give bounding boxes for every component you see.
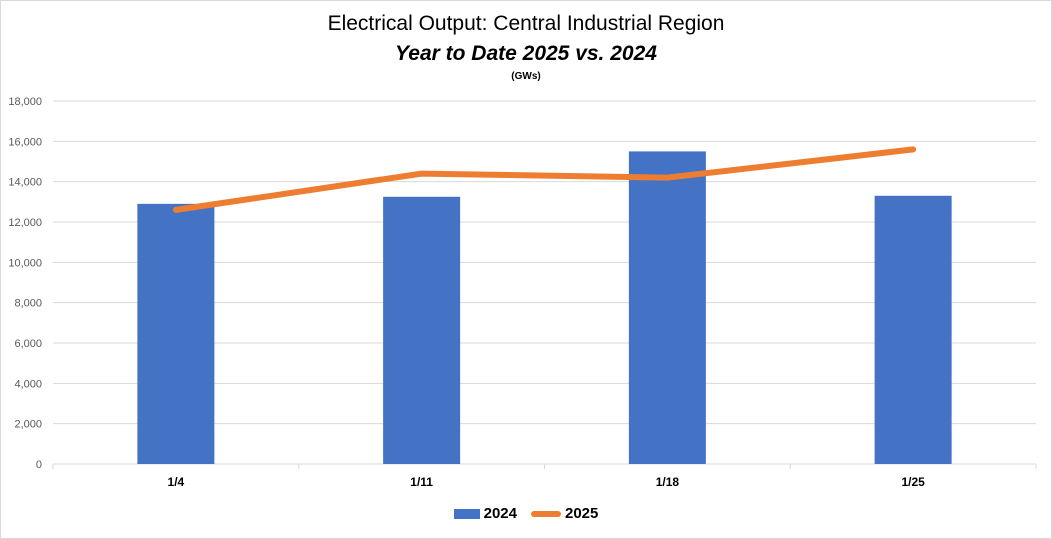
bar-2024-1-18 <box>628 151 706 464</box>
legend-label-2024: 2024 <box>483 505 517 522</box>
legend-item-2024: 2024 <box>453 505 517 522</box>
y-tick-label: 10,000 <box>8 257 42 269</box>
y-tick-label: 18,000 <box>8 96 42 108</box>
chart-title: Electrical Output: Central Industrial Re… <box>327 12 725 35</box>
chart-subtitle: Year to Date 2025 vs. 2024 <box>395 42 657 65</box>
chart-unit-label: (GWs) <box>511 71 541 82</box>
legend-swatch-2024 <box>453 508 480 519</box>
legend-item-2025: 2025 <box>531 505 598 522</box>
y-tick-label: 2,000 <box>14 419 42 431</box>
y-tick-label: 4,000 <box>14 378 42 390</box>
x-tick-label: 1/4 <box>168 475 185 489</box>
legend-label-2025: 2025 <box>565 505 599 522</box>
legend-swatch-2025 <box>531 510 561 517</box>
x-tick-label: 1/11 <box>410 475 433 489</box>
y-tick-label: 8,000 <box>14 298 42 310</box>
bar-2024-1-4 <box>137 203 215 464</box>
x-tick-label: 1/18 <box>656 475 680 489</box>
bar-2024-1-25 <box>874 195 952 465</box>
line-2025 <box>172 146 917 213</box>
y-tick-label: 14,000 <box>8 177 42 189</box>
y-tick-label: 6,000 <box>14 338 42 350</box>
x-tick-label: 1/25 <box>901 475 925 489</box>
y-tick-label: 0 <box>36 459 42 471</box>
y-tick-label: 12,000 <box>8 217 42 229</box>
legend: 2024 2025 <box>0 505 1052 522</box>
bar-2024-1-11 <box>383 196 461 464</box>
y-tick-label: 16,000 <box>8 136 42 148</box>
